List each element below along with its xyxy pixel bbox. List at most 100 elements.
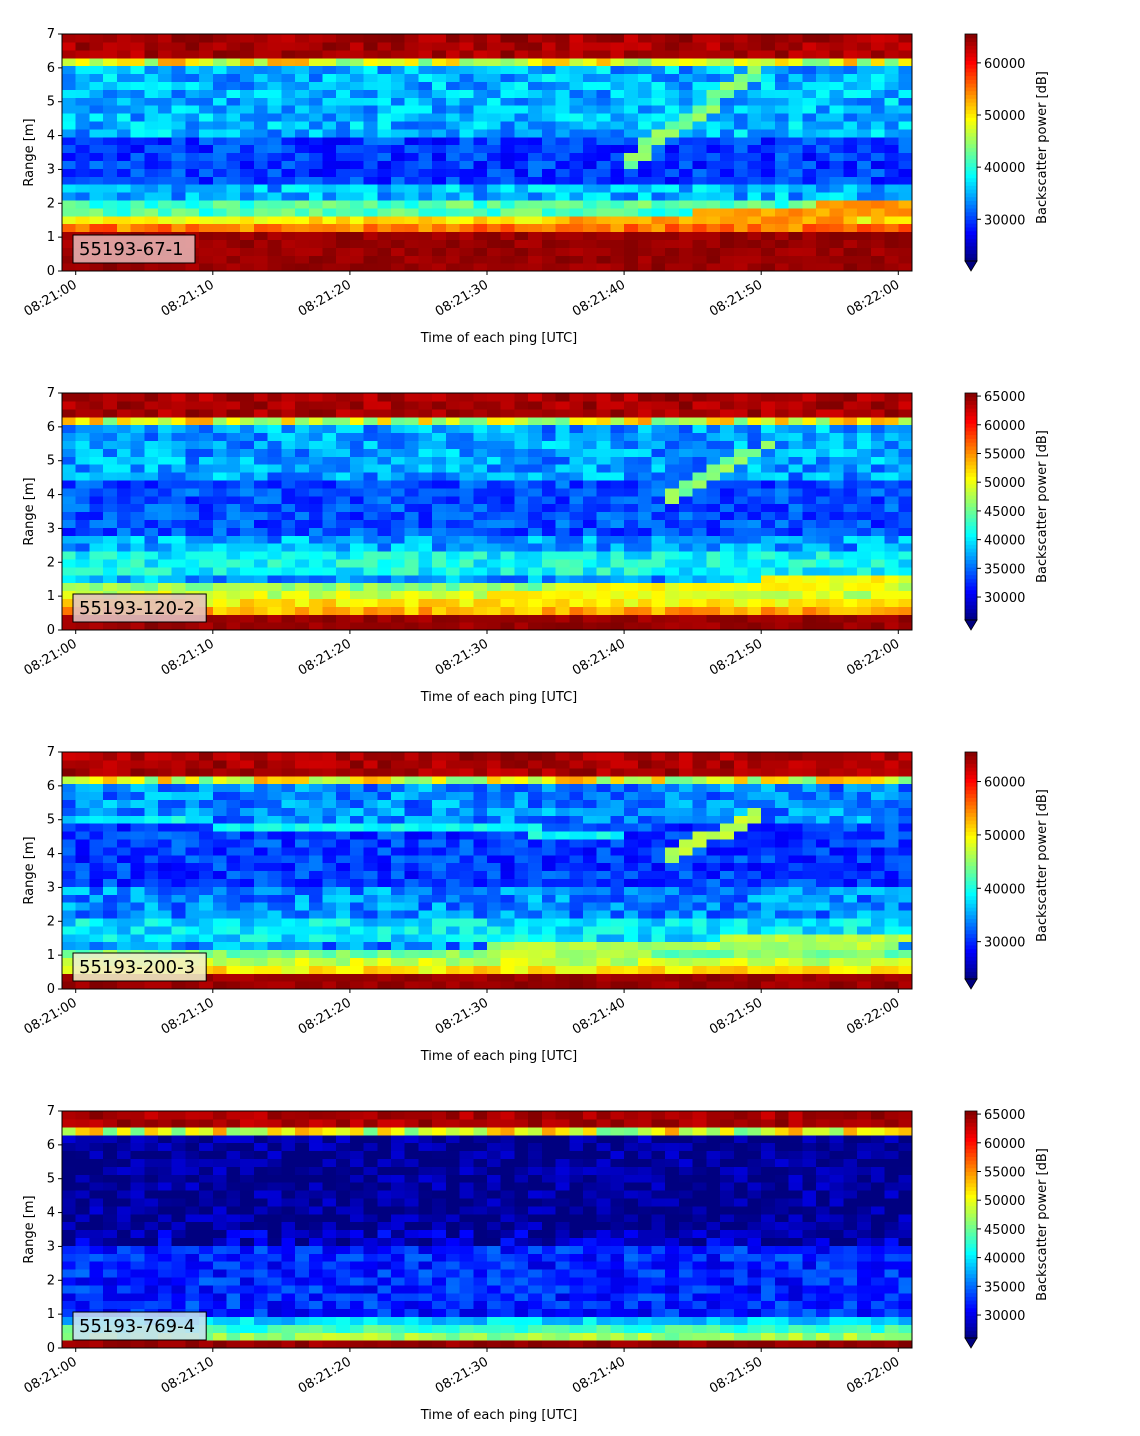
- heatmap-cell: [199, 393, 214, 402]
- heatmap-cell: [363, 239, 378, 248]
- heatmap-cell: [336, 894, 351, 903]
- heatmap-cell: [391, 503, 406, 513]
- heatmap-cell: [500, 854, 516, 864]
- heatmap-cell: [253, 41, 269, 51]
- heatmap-cell: [569, 89, 584, 98]
- heatmap-cell: [706, 81, 721, 90]
- heatmap-cell: [281, 215, 296, 225]
- x-tick-label: 08:21:10: [159, 277, 217, 319]
- heatmap-cell: [555, 65, 570, 75]
- heatmap-cell: [103, 783, 118, 793]
- heatmap-cell: [157, 128, 173, 138]
- heatmap-cell: [692, 432, 707, 441]
- heatmap-cell: [363, 925, 378, 935]
- heatmap-cell: [541, 113, 557, 122]
- heatmap-cell: [281, 416, 296, 426]
- heatmap-cell: [144, 152, 159, 161]
- heatmap-cell: [624, 41, 639, 51]
- heatmap-cell: [706, 128, 721, 138]
- heatmap-cell: [637, 207, 653, 217]
- heatmap-cell: [665, 168, 680, 177]
- heatmap-cell: [171, 128, 186, 138]
- colorbar-segment: [965, 548, 977, 553]
- heatmap-cell: [541, 606, 557, 615]
- heatmap-cell: [89, 981, 104, 990]
- heatmap-cell: [624, 535, 639, 544]
- heatmap-cell: [637, 479, 653, 489]
- colorbar-tick-label: 65000: [984, 390, 1025, 405]
- heatmap-cell: [692, 113, 707, 122]
- heatmap-cell: [528, 199, 543, 209]
- heatmap-cell: [473, 49, 488, 59]
- heatmap-cell: [185, 223, 200, 233]
- heatmap-cell: [651, 566, 666, 576]
- heatmap-cell: [253, 255, 269, 264]
- heatmap-cell: [459, 902, 474, 911]
- heatmap-cell: [857, 424, 872, 434]
- heatmap-cell: [582, 223, 598, 233]
- heatmap-cell: [582, 176, 598, 185]
- heatmap-cell: [185, 870, 200, 879]
- heatmap-cell: [116, 89, 132, 98]
- heatmap-cell: [459, 767, 474, 777]
- heatmap-cell: [89, 917, 104, 927]
- heatmap-cell: [253, 97, 269, 106]
- heatmap-cell: [349, 957, 365, 966]
- heatmap-cell: [829, 622, 845, 631]
- heatmap-cell: [336, 408, 351, 418]
- heatmap-cell: [89, 878, 104, 887]
- heatmap-cell: [898, 472, 913, 481]
- heatmap-cell: [720, 432, 735, 441]
- heatmap-cell: [610, 113, 625, 122]
- heatmap-cell: [240, 886, 255, 895]
- heatmap-cell: [212, 128, 228, 138]
- heatmap-cell: [843, 65, 858, 75]
- heatmap-cell: [843, 400, 858, 410]
- heatmap-cell: [322, 965, 337, 974]
- heatmap-cell: [582, 606, 598, 615]
- heatmap-cell: [404, 862, 420, 872]
- heatmap-cell: [363, 160, 378, 169]
- y-tick-label: 6: [47, 61, 55, 76]
- heatmap-cell: [404, 582, 420, 592]
- heatmap-cell: [377, 767, 392, 777]
- heatmap-cell: [761, 255, 776, 264]
- heatmap-cell: [843, 176, 858, 185]
- heatmap-cell: [692, 41, 707, 51]
- heatmap-cell: [857, 199, 872, 209]
- heatmap-cell: [226, 831, 241, 840]
- heatmap-cell: [308, 65, 324, 75]
- heatmap-cell: [62, 393, 77, 402]
- heatmap-cell: [459, 783, 474, 793]
- heatmap-cell: [774, 223, 790, 233]
- heatmap-cell: [212, 902, 228, 911]
- heatmap-cell: [377, 160, 392, 169]
- heatmap-cell: [267, 263, 282, 272]
- heatmap-cell: [774, 614, 790, 623]
- heatmap-cell: [816, 487, 831, 497]
- heatmap-cell: [788, 176, 803, 185]
- heatmap-cell: [157, 168, 173, 177]
- heatmap-cell: [720, 472, 735, 481]
- heatmap-cell: [898, 263, 913, 272]
- heatmap-cell: [130, 752, 145, 761]
- heatmap-cell: [514, 34, 529, 43]
- heatmap-cell: [569, 590, 584, 599]
- heatmap-cell: [445, 775, 461, 785]
- heatmap-cell: [226, 487, 241, 497]
- heatmap-cell: [473, 432, 488, 441]
- heatmap-cell: [253, 400, 269, 410]
- heatmap-cell: [884, 176, 899, 185]
- heatmap-cell: [720, 247, 735, 256]
- heatmap-cell: [514, 981, 529, 990]
- heatmap-cell: [651, 49, 666, 59]
- heatmap-cell: [89, 759, 104, 769]
- heatmap-cell: [706, 472, 721, 481]
- heatmap-cell: [500, 432, 516, 441]
- heatmap-cell: [212, 870, 228, 879]
- heatmap-cell: [596, 519, 611, 528]
- heatmap-cell: [582, 511, 598, 520]
- heatmap-cell: [610, 408, 625, 418]
- heatmap-cell: [185, 176, 200, 185]
- heatmap-cell: [829, 231, 845, 240]
